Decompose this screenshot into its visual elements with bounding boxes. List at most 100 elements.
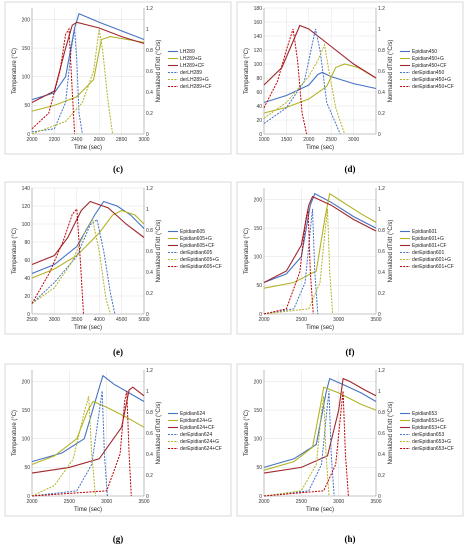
legend-label: Epidian605+G	[180, 236, 212, 242]
series-line-epidian605-g	[31, 209, 145, 279]
panel-caption: (g)	[113, 534, 124, 544]
y-tick-label: 50	[256, 465, 262, 471]
series-line-epidian601-g	[263, 192, 377, 289]
y-axis-label: Temperature (°C)	[244, 410, 250, 456]
legend-label: Epidian624	[180, 411, 205, 417]
x-tick-label: 2500	[296, 317, 307, 323]
y-tick-label: 100	[22, 75, 31, 81]
y2-tick-label: 0.2	[146, 291, 153, 297]
series-line-epidian450	[263, 71, 377, 104]
y-tick-label: 150	[22, 408, 31, 414]
legend-label: derEpidian601	[412, 250, 444, 256]
y-tick-label: 50	[256, 283, 262, 289]
x-tick-label: 2500	[296, 499, 307, 505]
y-tick-label: 60	[24, 258, 30, 264]
x-axis-label: Time (sec)	[306, 507, 334, 513]
legend-label: Epidian605+CF	[180, 243, 215, 249]
chart-panel-g: 2000 2500 3000 350005010015020000.20.40.60.…	[4, 363, 232, 517]
series-line-derepidian450-cf	[263, 28, 308, 135]
y-tick-label: 80	[256, 76, 262, 82]
chart-panel-h: 2000 2500 3000 350005010015020000.20.40.60.…	[236, 363, 464, 517]
legend-label: Epidian653+CF	[412, 425, 447, 431]
series-line-derepidian653-cf	[263, 390, 349, 497]
y2-tick-label: 0.6	[378, 249, 385, 255]
x-tick-label: 3500	[370, 317, 381, 323]
series-line-derepidian624-cf	[31, 390, 132, 497]
legend-label: derEpidian601+CF	[412, 264, 454, 270]
x-tick-label: 2000	[303, 137, 314, 143]
y2-axis-label: Normalized dT/dt (°C/s)	[156, 220, 162, 283]
x-tick-label: 4500	[116, 317, 127, 323]
legend-label: derLH289+CF	[180, 84, 212, 90]
legend-label: Epidian601	[412, 229, 437, 235]
y2-tick-label: 0.4	[378, 90, 385, 96]
legend-label: derEpidian624+G	[180, 439, 219, 445]
legend: Epidian653Epidian653+GEpidian653+CFderEp…	[400, 411, 454, 452]
x-tick-label: 2500	[26, 317, 37, 323]
chart-panel-d: 1000 1500 2000 2500 3000 0 20 40 60 80 100 120 140 16…	[236, 1, 464, 155]
legend: Epidian450Epidian450+GEpidian450+CFderEp…	[400, 49, 454, 90]
series-line-epidian605	[31, 200, 145, 275]
y-tick-label: 20	[24, 294, 30, 300]
x-tick-label: 2200	[49, 137, 60, 143]
x-tick-label: 4000	[94, 317, 105, 323]
y2-tick-label: 0	[378, 312, 381, 318]
legend-label: Epidian624+CF	[180, 425, 215, 431]
series-line-epidian450-cf	[263, 24, 377, 86]
series-line-derepidian450-g	[263, 43, 346, 135]
y-tick-label: 200	[254, 197, 263, 203]
y2-tick-label: 1	[378, 207, 381, 213]
panel-border	[4, 181, 232, 335]
legend-label: derEpidian450	[412, 70, 444, 76]
x-tick-label: 1500	[281, 137, 292, 143]
x-tick-label: 3000	[49, 317, 60, 323]
series-line-derepidian601-cf	[263, 208, 314, 315]
y-tick-label: 200	[254, 379, 263, 385]
y-tick-label: 60	[256, 90, 262, 96]
series-line-epidian624-cf	[31, 386, 145, 474]
y2-axis-label: Normalized dT/dt (°C/s)	[156, 402, 162, 465]
y2-axis-label: Normalized dT/dt (°C/s)	[388, 402, 394, 465]
y2-tick-label: 0.6	[146, 431, 153, 437]
legend-label: Epidian601+G	[412, 236, 444, 242]
x-tick-label: 5000	[138, 317, 149, 323]
legend-label: derEpidian605+G	[180, 257, 219, 263]
y-axis-label: Temperature (°C)	[12, 48, 18, 94]
y2-tick-label: 1	[146, 27, 149, 33]
y-tick-label: 150	[254, 408, 263, 414]
y-axis-label: Temperature (°C)	[12, 228, 18, 274]
y-tick-label: 200	[22, 379, 31, 385]
y2-tick-label: 0.4	[378, 452, 385, 458]
y-tick-label: 160	[254, 20, 263, 26]
series-line-derepidian601	[263, 208, 319, 315]
y2-tick-label: 0.6	[378, 69, 385, 75]
y2-tick-label: 0	[146, 312, 149, 318]
x-axis-label: Time (sec)	[74, 507, 102, 513]
legend-label: derLH289	[180, 70, 202, 76]
y-tick-label: 200	[22, 17, 31, 23]
legend: Epidian605Epidian605+GEpidian605+CFderEp…	[168, 229, 222, 270]
x-tick-label: 2400	[71, 137, 82, 143]
series-line-derepidian605-g	[31, 218, 111, 315]
y-tick-label: 80	[24, 240, 30, 246]
y-tick-label: 40	[24, 276, 30, 282]
series-line-epidian653-g	[263, 386, 377, 471]
y2-tick-label: 0.2	[146, 473, 153, 479]
series-line-derepidian450	[263, 28, 341, 135]
y2-tick-label: 0.2	[378, 111, 385, 117]
panel-border	[236, 363, 464, 517]
series-line-epidian450-g	[263, 63, 377, 114]
series-line-epidian653-cf	[263, 377, 377, 474]
y2-tick-label: 0.4	[146, 452, 153, 458]
panel-border	[4, 363, 232, 517]
y2-tick-label: 0.2	[378, 473, 385, 479]
y2-tick-label: 0	[146, 494, 149, 500]
legend-label: derEpidian653+G	[412, 439, 451, 445]
series-line-derepidian624	[31, 390, 108, 497]
x-tick-label: 3500	[138, 499, 149, 505]
y-tick-label: 140	[254, 34, 263, 40]
y-tick-label: 0	[27, 312, 30, 318]
y2-tick-label: 0.8	[378, 410, 385, 416]
legend-label: derEpidian601+G	[412, 257, 451, 263]
